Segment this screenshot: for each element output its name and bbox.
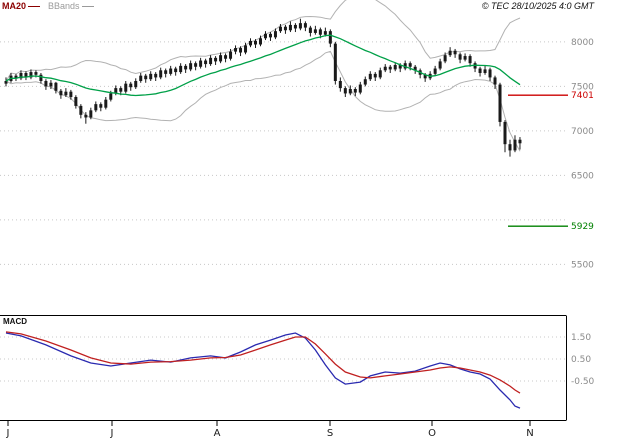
macd-axis-label: -0.50 (571, 377, 595, 387)
price-axis-label: 5500 (571, 260, 594, 270)
price-axis-labels: 8000 7500 7000 6500 5500 (571, 38, 594, 270)
month-label: A (214, 428, 221, 439)
bbands-legend-label: BBands (48, 1, 80, 11)
macd-gridlines: 1.50 0.50 -0.50 (0, 333, 595, 387)
macd-signal-line (5, 331, 521, 394)
bollinger-upper-line (5, 0, 521, 82)
indicator-legend: MA20 BBands (2, 1, 102, 12)
price-axis-label: 8000 (571, 38, 594, 48)
copyright-timestamp: © TEC 28/10/2025 4:0 GMT (481, 1, 594, 11)
ma20-legend-label: MA20 (2, 1, 27, 11)
macd-axis-label: 0.50 (571, 355, 591, 365)
month-label: J (6, 428, 10, 439)
bollinger-bands (5, 0, 521, 152)
bbands-line-sample-icon (81, 6, 94, 8)
frame-lines (0, 315, 567, 421)
ma20-line (5, 34, 521, 97)
month-label: N (526, 428, 533, 439)
macd-macd-line (5, 332, 521, 409)
macd-panel-label: MACD (3, 317, 27, 326)
ma20-line-sample-icon (28, 6, 41, 8)
month-label: S (327, 428, 333, 439)
price-axis-label: 7000 (571, 127, 594, 137)
price-axis-label: 7500 (571, 82, 594, 92)
month-label: J (110, 428, 114, 439)
ma20 (5, 34, 521, 97)
macd-series (5, 331, 521, 409)
price-levels: 7401 5929 (508, 91, 594, 232)
support-level-label: 5929 (571, 222, 594, 232)
price-gridlines (0, 41, 566, 265)
month-label: O (428, 428, 436, 439)
bollinger-lower-line (5, 50, 521, 152)
resistance-level-label: 7401 (571, 91, 594, 101)
macd-axis-label: 1.50 (571, 333, 591, 343)
price-axis-label: 6500 (571, 171, 594, 181)
candlesticks (4, 18, 522, 157)
